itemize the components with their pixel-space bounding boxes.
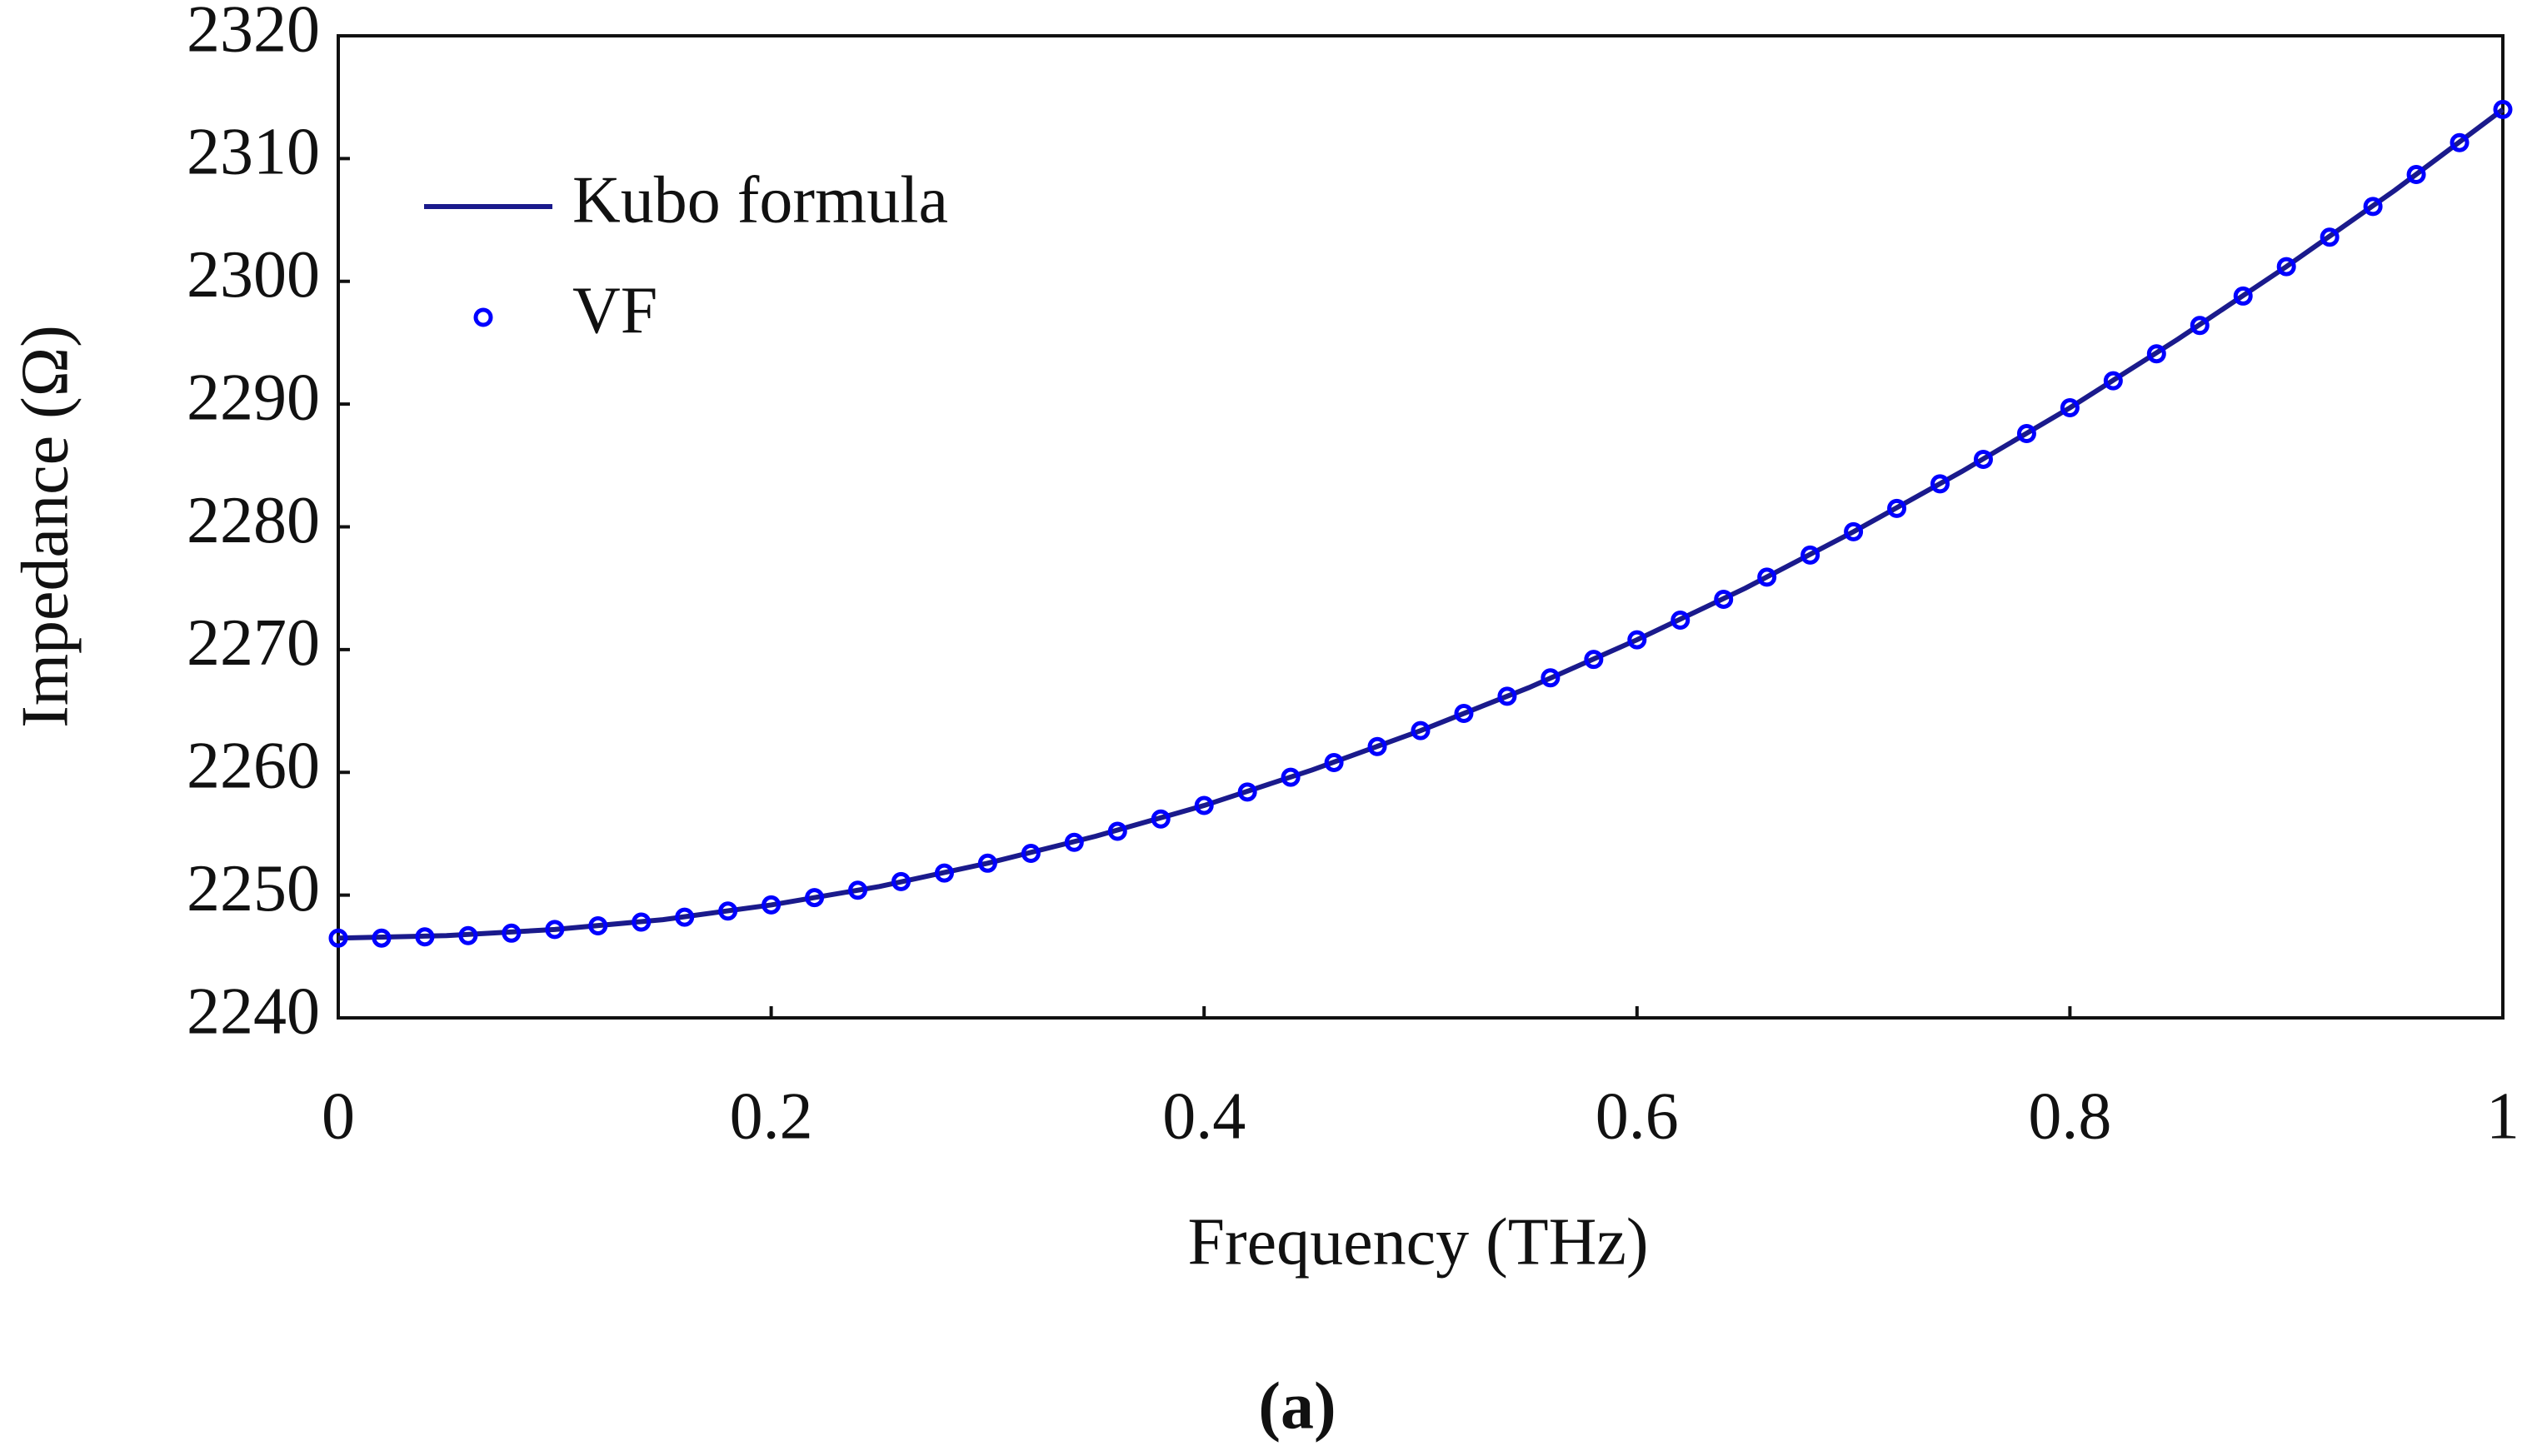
- series-marker: [1021, 844, 1041, 864]
- series-marker: [1973, 449, 1993, 469]
- y-tick-label: 2250: [187, 852, 320, 925]
- series-marker: [1281, 767, 1301, 787]
- series-marker: [1930, 474, 1950, 494]
- series-marker: [415, 927, 435, 947]
- x-tick-label: 0.6: [1596, 1080, 1679, 1153]
- series-marker: [1627, 630, 1647, 650]
- series-marker: [588, 915, 608, 935]
- series-marker: [2233, 286, 2253, 306]
- series-marker: [762, 895, 782, 915]
- series-marker: [2103, 371, 2123, 391]
- series-marker: [1064, 832, 1084, 852]
- y-tick-label: 2310: [187, 116, 320, 189]
- series-marker: [2320, 227, 2340, 247]
- series-marker: [2016, 423, 2036, 443]
- caption: (a): [1258, 1369, 1336, 1443]
- y-axis-title: Impedance (Ω): [8, 325, 82, 728]
- y-tick-label: 2270: [187, 606, 320, 680]
- series-marker: [372, 928, 392, 948]
- series-marker: [934, 863, 954, 883]
- y-tick-label: 2300: [187, 238, 320, 312]
- series-marker: [2146, 344, 2166, 364]
- series-marker: [458, 925, 478, 945]
- y-tick-label: 2240: [187, 975, 320, 1048]
- series-marker: [2190, 316, 2210, 336]
- plot-frame: [337, 34, 2505, 1020]
- series-marker: [2060, 398, 2080, 418]
- series-marker: [1497, 686, 1517, 706]
- x-tick-label: 0.8: [2028, 1080, 2111, 1153]
- series-marker: [328, 928, 348, 948]
- series-marker: [1367, 736, 1387, 756]
- series-marker: [1714, 589, 1734, 609]
- y-tick-label: 2290: [187, 361, 320, 434]
- series-marker: [1844, 521, 1864, 541]
- series-marker: [2363, 197, 2383, 217]
- series-marker: [977, 853, 997, 873]
- series-marker: [718, 901, 738, 921]
- x-tick-label: 0: [322, 1080, 355, 1153]
- series-marker: [1411, 721, 1431, 740]
- series-marker: [1151, 809, 1171, 829]
- series-marker: [545, 920, 565, 940]
- series-marker: [502, 923, 522, 943]
- y-tick-label: 2260: [187, 730, 320, 803]
- series-line: [337, 107, 2505, 941]
- legend-label: Kubo formula: [572, 163, 948, 237]
- series-marker: [1757, 567, 1777, 587]
- series-marker: [891, 871, 911, 891]
- y-tick-label: 2320: [187, 0, 320, 66]
- series-marker: [848, 880, 868, 900]
- legend-label: VF: [572, 274, 657, 347]
- y-tick-label: 2280: [187, 484, 320, 557]
- series-marker: [1541, 668, 1561, 688]
- series-marker: [1107, 821, 1127, 841]
- series-marker: [1671, 611, 1690, 631]
- series-marker: [1454, 704, 1474, 724]
- legend-marker: [473, 307, 493, 327]
- series-marker: [675, 907, 695, 927]
- series-marker: [2493, 99, 2513, 119]
- series-marker: [2406, 165, 2426, 185]
- series-marker: [1237, 782, 1257, 802]
- series-marker: [1194, 795, 1214, 815]
- x-tick-label: 1: [2486, 1080, 2520, 1153]
- series-marker: [632, 912, 652, 932]
- series-marker: [1887, 498, 1907, 518]
- series-marker: [805, 888, 825, 908]
- series-marker: [2450, 132, 2470, 152]
- series-marker: [2276, 257, 2296, 277]
- x-axis-title: Frequency (THz): [1187, 1205, 1648, 1279]
- series-marker: [1584, 650, 1604, 670]
- x-tick-label: 0.2: [730, 1080, 813, 1153]
- x-tick-label: 0.4: [1162, 1080, 1246, 1153]
- series-marker: [1324, 752, 1344, 772]
- series-marker: [1800, 545, 1820, 565]
